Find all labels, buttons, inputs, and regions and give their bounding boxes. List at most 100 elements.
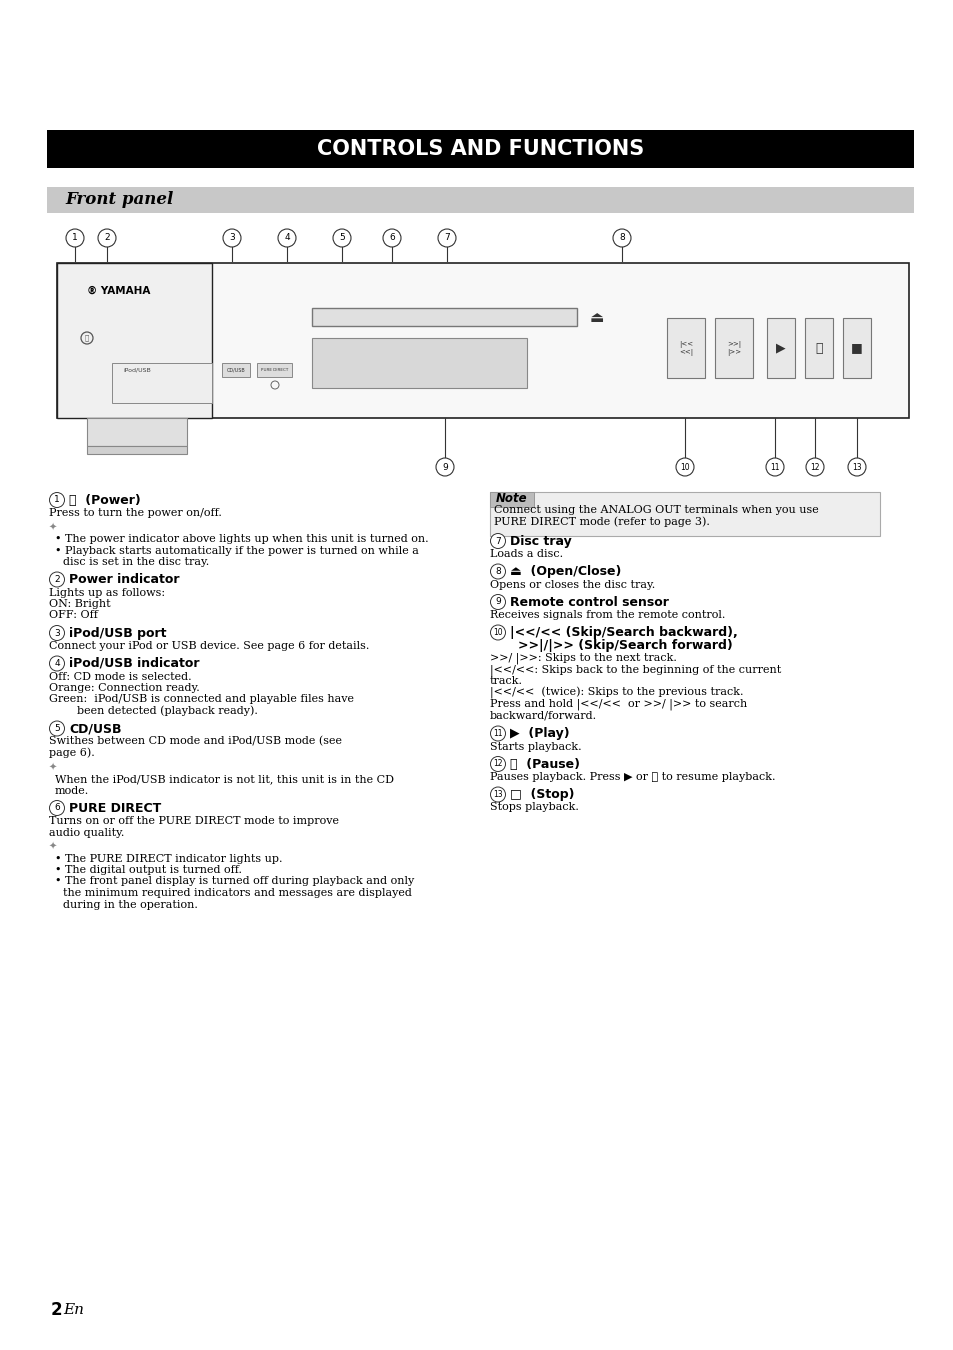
Text: ⏻  (Power): ⏻ (Power) [69, 494, 141, 506]
Text: 12: 12 [809, 463, 819, 471]
Circle shape [50, 656, 65, 671]
Text: Connect your iPod or USB device. See page 6 for details.: Connect your iPod or USB device. See pag… [49, 641, 369, 651]
Text: audio quality.: audio quality. [49, 828, 124, 837]
Text: Swithes between CD mode and iPod/USB mode (see: Swithes between CD mode and iPod/USB mod… [49, 736, 341, 747]
Text: |<</<< (Skip/Search backward),: |<</<< (Skip/Search backward), [510, 626, 737, 639]
Text: Pauses playback. Press ▶ or ⏸ to resume playback.: Pauses playback. Press ▶ or ⏸ to resume … [490, 772, 775, 782]
Circle shape [490, 533, 505, 548]
Text: iPod/USB port: iPod/USB port [69, 626, 167, 640]
Text: En: En [63, 1303, 84, 1318]
Text: 5: 5 [54, 724, 60, 733]
Text: Green:  iPod/USB is connected and playable files have: Green: iPod/USB is connected and playabl… [49, 694, 354, 705]
Circle shape [333, 230, 351, 247]
Circle shape [613, 230, 630, 247]
Circle shape [66, 230, 84, 247]
Text: during in the operation.: during in the operation. [63, 899, 197, 910]
Text: |<</<<  (twice): Skips to the previous track.: |<</<< (twice): Skips to the previous tr… [490, 687, 742, 699]
Circle shape [490, 625, 505, 640]
Text: 7: 7 [495, 536, 500, 545]
Text: ON: Bright: ON: Bright [49, 599, 111, 609]
Text: 4: 4 [54, 659, 60, 668]
Bar [312, 338, 526, 387]
Text: • The power indicator above lights up when this unit is turned on.: • The power indicator above lights up wh… [55, 535, 428, 544]
Circle shape [676, 458, 693, 477]
Text: 3: 3 [229, 234, 234, 243]
Circle shape [50, 801, 65, 815]
Bar [766, 319, 794, 378]
Text: 3: 3 [54, 629, 60, 637]
Text: 5: 5 [338, 234, 345, 243]
Text: 6: 6 [54, 803, 60, 813]
Text: Stops playback.: Stops playback. [490, 802, 578, 813]
Text: CD/USB: CD/USB [227, 367, 245, 373]
Text: Connect using the ANALOG OUT terminals when you use: Connect using the ANALOG OUT terminals w… [494, 505, 818, 514]
Text: 10: 10 [679, 463, 689, 471]
Circle shape [805, 458, 823, 477]
Bar [57, 263, 212, 418]
Text: • Playback starts automatically if the power is turned on while a: • Playback starts automatically if the p… [55, 545, 418, 555]
Circle shape [98, 230, 116, 247]
Text: 2: 2 [51, 1301, 63, 1319]
Text: >>|/|>> (Skip/Search forward): >>|/|>> (Skip/Search forward) [517, 639, 732, 652]
Text: 9: 9 [495, 598, 500, 606]
Text: iPod/USB indicator: iPod/USB indicator [69, 657, 199, 670]
Text: ⏻: ⏻ [85, 335, 89, 342]
Circle shape [50, 572, 65, 587]
Bar [87, 446, 187, 454]
Text: Receives signals from the remote control.: Receives signals from the remote control… [490, 610, 724, 620]
Text: Orange: Connection ready.: Orange: Connection ready. [49, 683, 199, 693]
Text: Lights up as follows:: Lights up as follows: [49, 587, 165, 598]
Text: track.: track. [490, 676, 522, 687]
Text: |<<
<<|: |<< <<| [679, 340, 692, 355]
Circle shape [382, 230, 400, 247]
Bar [312, 308, 577, 325]
Text: 7: 7 [444, 234, 450, 243]
Text: ✦: ✦ [49, 522, 57, 532]
Bar [256, 363, 292, 377]
Bar [490, 491, 534, 508]
Text: |<</<<: Skips back to the beginning of the current: |<</<<: Skips back to the beginning of t… [490, 664, 781, 676]
Text: 4: 4 [284, 234, 290, 243]
Text: mode.: mode. [55, 786, 90, 795]
Text: ⏏: ⏏ [589, 309, 603, 324]
Text: 12: 12 [493, 760, 502, 768]
Bar [112, 363, 212, 404]
Text: 1: 1 [54, 495, 60, 505]
Text: When the iPod/USB indicator is not lit, this unit is in the CD: When the iPod/USB indicator is not lit, … [55, 774, 394, 784]
Text: disc is set in the disc tray.: disc is set in the disc tray. [63, 558, 209, 567]
Text: Power indicator: Power indicator [69, 572, 179, 586]
Circle shape [437, 230, 456, 247]
Text: Disc tray: Disc tray [510, 535, 571, 548]
Bar [490, 491, 879, 536]
Text: PURE DIRECT: PURE DIRECT [69, 802, 161, 814]
Text: Press and hold |<</<<  or >>/ |>> to search: Press and hold |<</<< or >>/ |>> to sear… [490, 699, 746, 710]
Text: 11: 11 [769, 463, 779, 471]
Text: PURE DIRECT: PURE DIRECT [261, 369, 289, 373]
Text: Starts playback.: Starts playback. [490, 741, 581, 752]
Text: 13: 13 [851, 463, 861, 471]
Circle shape [277, 230, 295, 247]
Bar [222, 363, 250, 377]
Bar [714, 319, 752, 378]
Text: >>|
|>>: >>| |>> [726, 340, 740, 355]
Circle shape [490, 756, 505, 771]
Text: 2: 2 [104, 234, 110, 243]
Text: ▶  (Play): ▶ (Play) [510, 728, 569, 740]
Text: Remote control sensor: Remote control sensor [510, 595, 668, 609]
Circle shape [490, 564, 505, 579]
Text: Front panel: Front panel [65, 192, 173, 208]
Bar [47, 130, 913, 167]
Text: the minimum required indicators and messages are displayed: the minimum required indicators and mess… [63, 888, 412, 898]
Bar [804, 319, 832, 378]
Text: been detected (playback ready).: been detected (playback ready). [77, 706, 257, 717]
Text: □  (Stop): □ (Stop) [510, 788, 574, 801]
Circle shape [50, 493, 65, 508]
Circle shape [50, 721, 65, 736]
Text: Turns on or off the PURE DIRECT mode to improve: Turns on or off the PURE DIRECT mode to … [49, 815, 338, 826]
Bar [842, 319, 870, 378]
Text: ⏸  (Pause): ⏸ (Pause) [510, 757, 579, 771]
Text: Note: Note [496, 493, 527, 505]
Text: 1: 1 [72, 234, 78, 243]
Text: Off: CD mode is selected.: Off: CD mode is selected. [49, 671, 192, 682]
Circle shape [490, 726, 505, 741]
